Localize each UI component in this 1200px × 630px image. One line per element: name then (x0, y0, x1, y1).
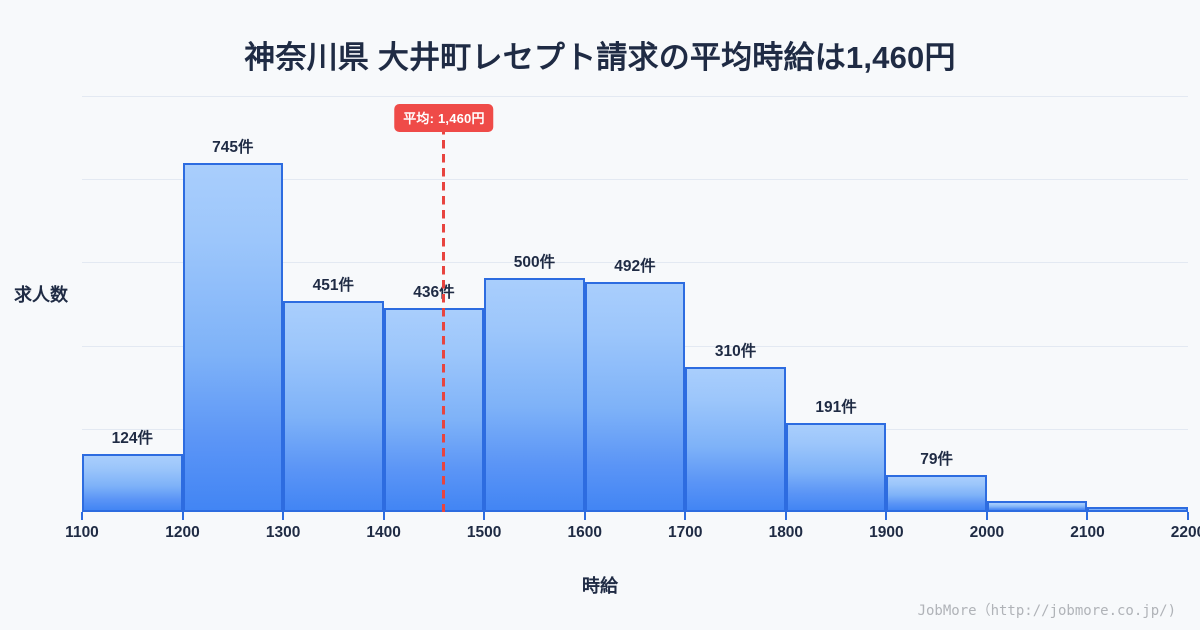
bar-item[interactable]: 451件 (283, 96, 384, 512)
bar-rect[interactable] (182, 163, 284, 512)
x-tick-label: 1900 (869, 524, 904, 541)
bar-value-label: 310件 (714, 342, 757, 360)
x-tick-label: 2200 (1170, 524, 1200, 541)
x-tick-label: 1200 (165, 524, 200, 541)
average-badge: 平均: 1,460円 (394, 104, 494, 132)
bar-rect[interactable] (383, 307, 485, 512)
gridline (82, 96, 1188, 97)
bar-item[interactable]: 124件 (82, 96, 183, 512)
chart-title: 神奈川県 大井町レセプト請求の平均時給は1,460円 (244, 40, 956, 75)
bar-item[interactable]: 310件 (685, 96, 786, 512)
average-line (442, 126, 446, 512)
bar-item[interactable]: 79件 (886, 96, 987, 512)
bar-value-label: 492件 (614, 257, 656, 275)
x-tick-mark (181, 512, 184, 520)
bar-item[interactable] (1087, 96, 1188, 512)
x-tick-mark (1086, 512, 1089, 520)
x-tick-mark (1187, 512, 1189, 520)
x-tick-mark (784, 512, 787, 520)
x-tick-mark (885, 512, 888, 520)
x-tick-mark (985, 512, 988, 520)
x-tick-label: 1400 (366, 524, 401, 541)
bar-value-label: 451件 (312, 276, 355, 294)
x-tick-label: 1600 (567, 524, 602, 541)
x-tick-mark (483, 512, 486, 520)
bar-item[interactable]: 436件 (383, 96, 485, 512)
bar-rect[interactable] (283, 300, 384, 512)
bar-value-label: 79件 (920, 451, 953, 468)
x-tick-label: 2000 (969, 524, 1005, 541)
x-tick-mark (583, 512, 586, 520)
x-tick-mark (382, 512, 385, 520)
footer-credit: JobMore（http://jobmore.co.jp/) (917, 603, 1176, 619)
bar-item[interactable]: 500件 (484, 96, 585, 512)
x-tick-mark (282, 512, 285, 520)
x-tick-label: 1700 (668, 524, 703, 541)
x-tick-label: 1100 (65, 524, 99, 541)
x-axis-title: 時給 (582, 576, 618, 596)
bar-item[interactable]: 191件 (785, 96, 887, 512)
plot-area: 124件 745件 451件 436件 500件 492件 310件 191件 79件 (82, 96, 1188, 512)
x-tick-label: 1500 (466, 524, 502, 541)
bar-item[interactable] (986, 96, 1088, 512)
bar-rect[interactable] (484, 277, 585, 512)
bar-value-label: 436件 (413, 283, 455, 301)
x-axis-line (82, 510, 1188, 512)
x-tick-mark (684, 512, 687, 520)
bar-item[interactable]: 492件 (584, 96, 686, 512)
x-tick-mark (81, 512, 83, 520)
bar-series: 124件 745件 451件 436件 500件 492件 310件 191件 79件 (82, 96, 1188, 512)
bar-value-label: 124件 (111, 429, 153, 447)
y-axis-title: 求人数 (14, 285, 68, 305)
bar-value-label: 500件 (513, 253, 556, 271)
bar-rect[interactable] (584, 281, 686, 512)
bar-rect[interactable] (886, 475, 987, 512)
gridline (82, 262, 1188, 264)
x-tick-label: 1800 (768, 524, 804, 541)
x-axis-ticks: 1100 1200 1300 1400 1500 1600 1700 1800 1900 2000… (65, 512, 1200, 552)
bar-rect[interactable] (685, 366, 786, 512)
bar-item[interactable]: 745件 (182, 96, 284, 512)
bar-rect[interactable] (82, 453, 183, 512)
bar-value-label: 745件 (212, 139, 254, 156)
x-tick-label: 2100 (1070, 524, 1105, 541)
x-tick-label: 1300 (265, 524, 301, 541)
bar-rect[interactable] (785, 422, 887, 512)
gridline (82, 179, 1188, 181)
bar-value-label: 191件 (815, 398, 857, 416)
